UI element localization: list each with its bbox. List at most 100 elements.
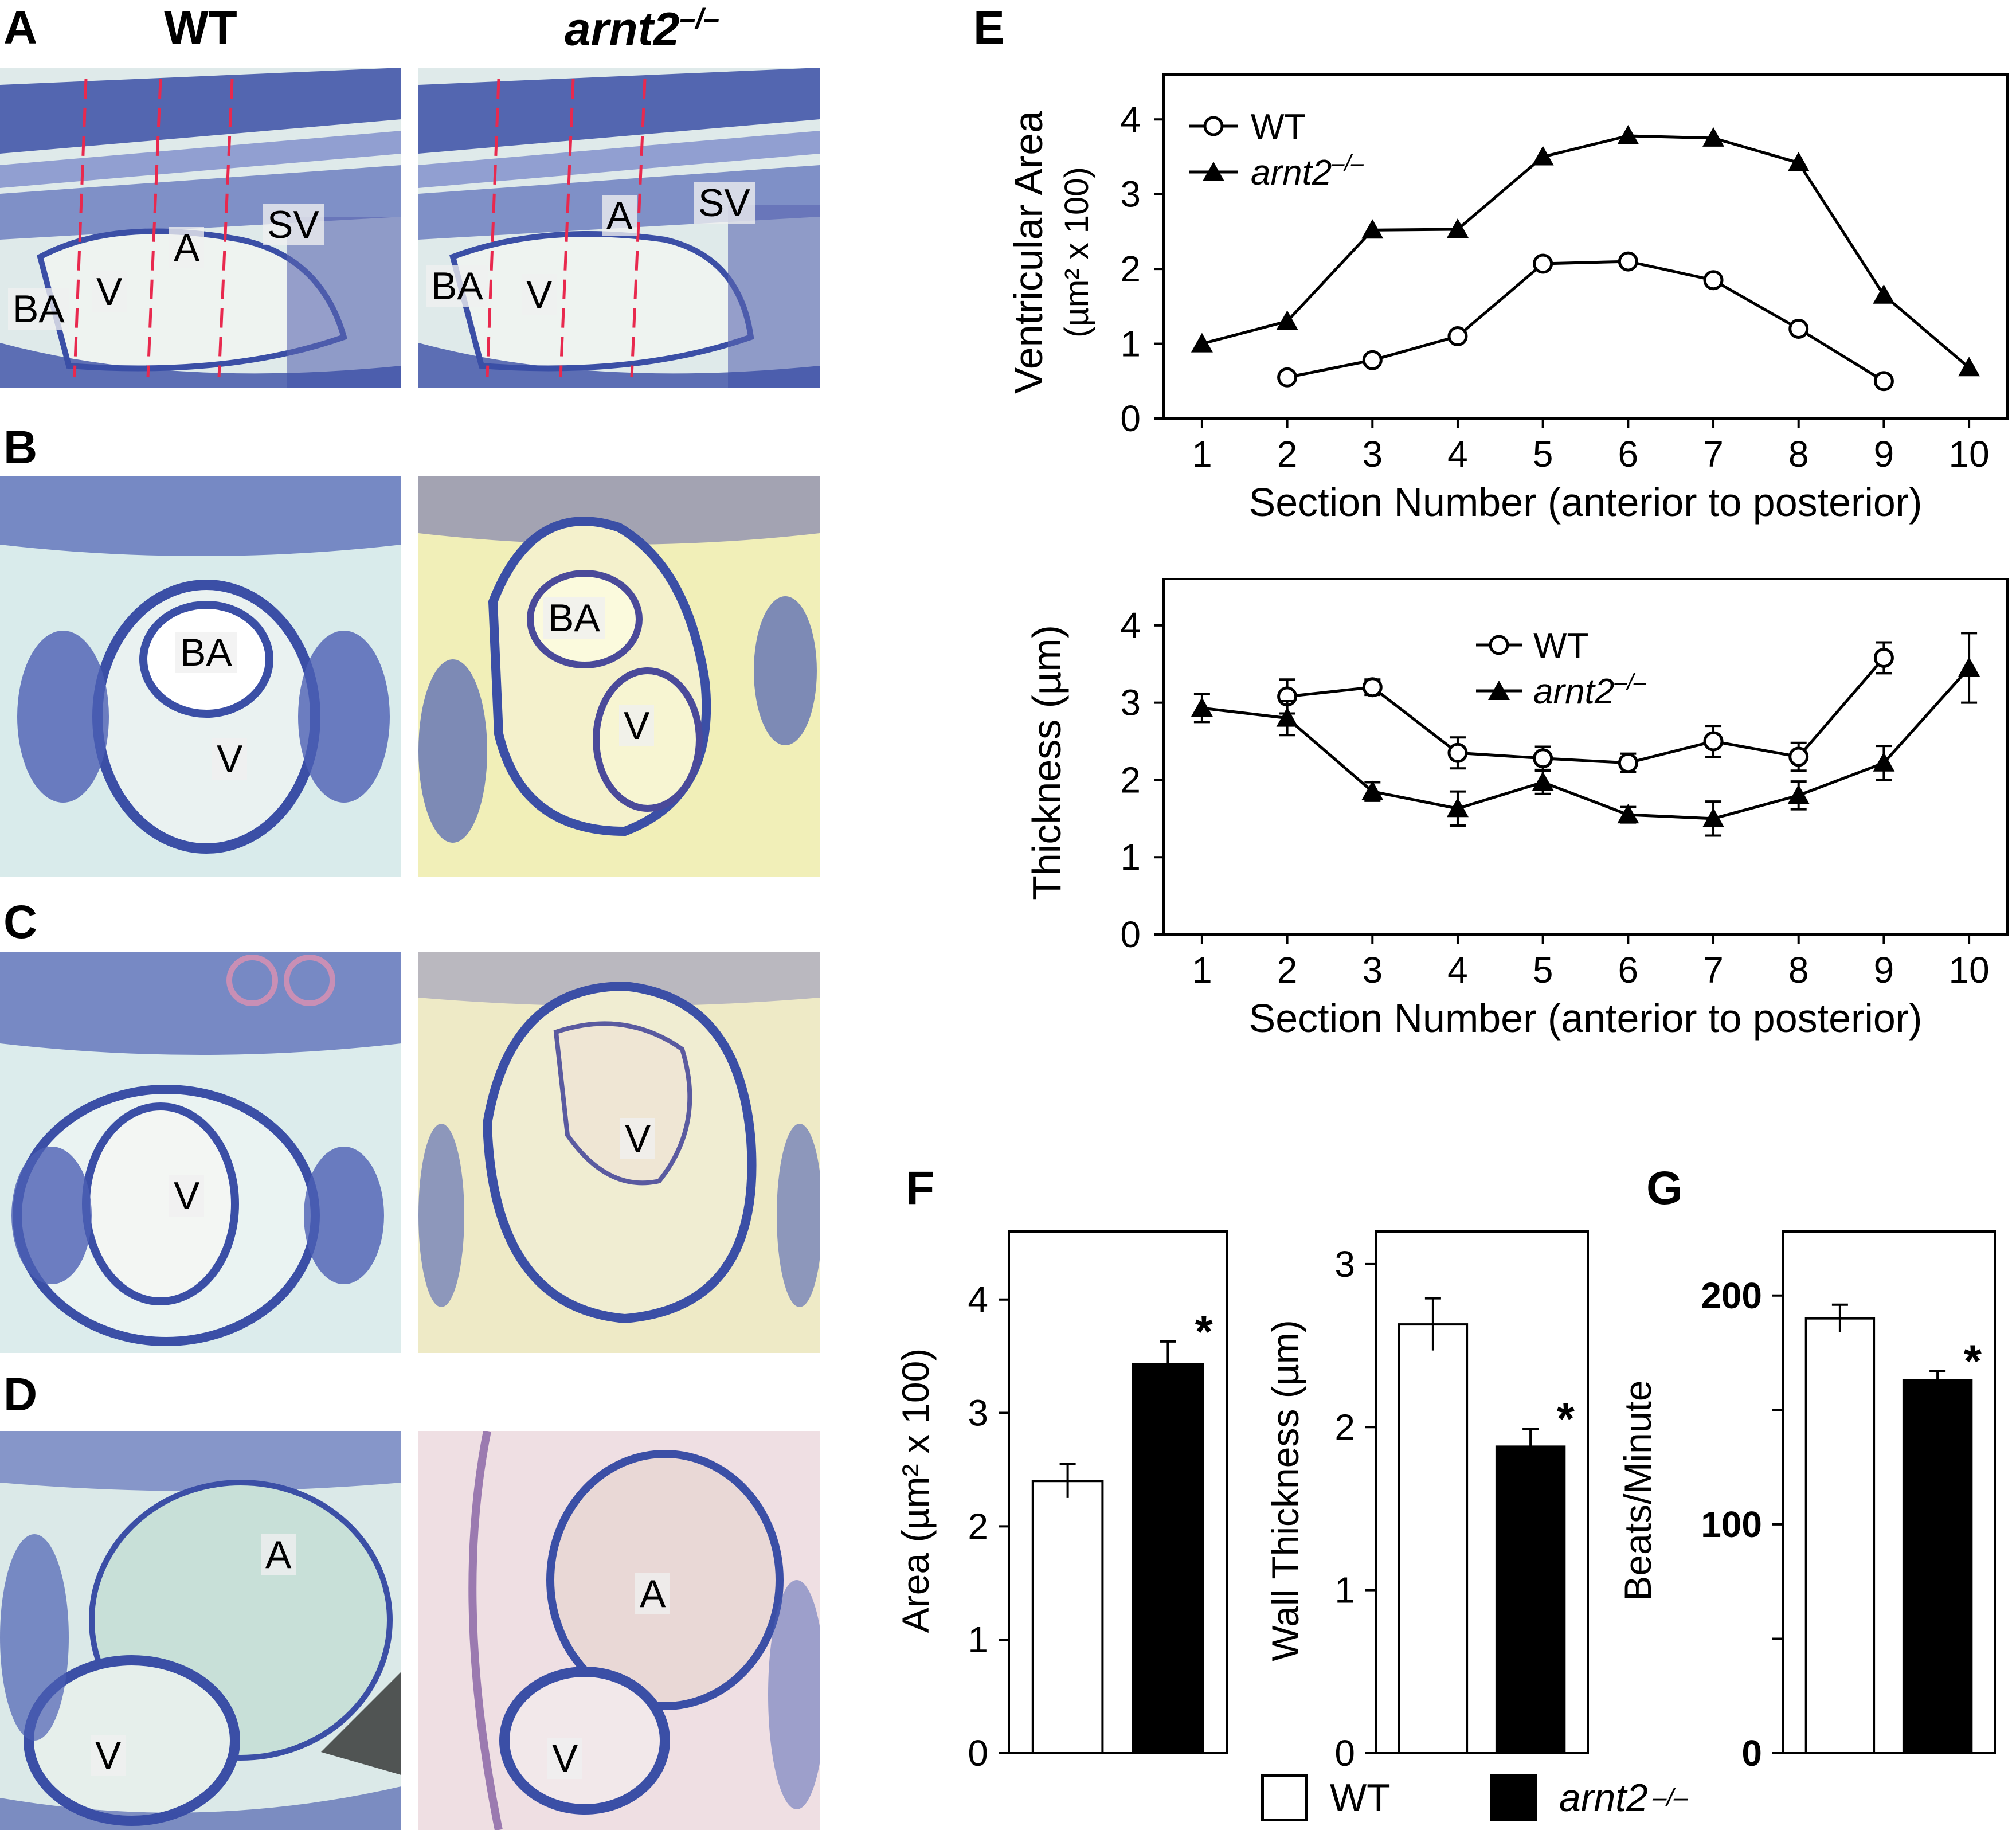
x-tick-label: 1 bbox=[1192, 949, 1212, 991]
y-axis-label: Wall Thickness (µm) bbox=[1264, 1320, 1306, 1661]
data-point-wt bbox=[1618, 753, 1638, 773]
micrograph-d-mutant: A V bbox=[418, 1431, 820, 1830]
bar-legend-mutant-swatch bbox=[1490, 1774, 1537, 1821]
column-header-wt: WT bbox=[164, 2, 237, 54]
significance-asterisk: * bbox=[1964, 1335, 1982, 1386]
y-tick-label: 2 bbox=[1120, 248, 1141, 290]
data-point-wt bbox=[1618, 251, 1638, 272]
y-axis-units: (µm² x 100) bbox=[1058, 167, 1095, 338]
micro-a-mut-label-ba: BA bbox=[426, 265, 488, 307]
series-line-wt bbox=[1287, 260, 1885, 382]
data-point-mutant bbox=[1617, 124, 1639, 144]
panel-label-d: D bbox=[3, 1368, 38, 1421]
x-tick-label: 8 bbox=[1788, 433, 1809, 475]
micrograph-b-mutant: BA V bbox=[418, 476, 820, 877]
data-point-mutant bbox=[1702, 807, 1725, 827]
data-point-mutant bbox=[1361, 780, 1384, 800]
x-tick-label: 7 bbox=[1703, 949, 1724, 991]
data-point-wt bbox=[1873, 371, 1894, 392]
y-tick-label: 0 bbox=[1120, 914, 1141, 955]
y-tick-label: 100 bbox=[1701, 1504, 1762, 1545]
data-point-mutant bbox=[1191, 333, 1213, 353]
legend: WT arnt2–/– bbox=[1476, 626, 1647, 711]
data-point-mutant bbox=[1787, 151, 1810, 171]
legend-mutant-sup: –/– bbox=[1331, 151, 1364, 176]
data-point-mutant bbox=[1873, 284, 1895, 304]
series-line-mutant bbox=[1201, 134, 1970, 369]
x-tick-label: 6 bbox=[1618, 949, 1639, 991]
legend: WT arnt2–/– bbox=[1189, 107, 1364, 193]
data-point-wt bbox=[1362, 350, 1383, 370]
data-point-mutant bbox=[1532, 771, 1554, 791]
data-point-mutant bbox=[1958, 657, 1980, 677]
x-tick-label: 1 bbox=[1192, 433, 1212, 475]
data-point-wt bbox=[1447, 742, 1468, 763]
chart-thickness: 0 1 2 3 4 1 2 3 4 5 6 7 8 9 10 Thickness (µm) Section … bbox=[1024, 578, 2009, 1041]
y-tick-label: 1 bbox=[1120, 323, 1141, 365]
data-point-mutant bbox=[1532, 146, 1554, 166]
bar-wt bbox=[1031, 1480, 1104, 1754]
micrograph-a-wt: BA V A SV bbox=[0, 68, 401, 388]
panel-label-e: E bbox=[973, 2, 1005, 54]
data-point-mutant bbox=[1958, 357, 1980, 377]
data-point-wt bbox=[1533, 748, 1553, 769]
legend-mutant-marker bbox=[1488, 681, 1510, 700]
legend-wt-marker bbox=[1203, 116, 1224, 136]
x-tick-label: 10 bbox=[1948, 433, 1989, 475]
micro-a-wt-label-ba: BA bbox=[8, 288, 69, 330]
panel-label-f: F bbox=[906, 1162, 935, 1214]
y-tick-label: 4 bbox=[1120, 99, 1141, 140]
y-tick-label: 1 bbox=[968, 1619, 988, 1660]
significance-asterisk: * bbox=[1557, 1393, 1575, 1444]
micro-b-wt-label-ba: BA bbox=[175, 632, 237, 673]
y-tick-label: 4 bbox=[1120, 605, 1141, 646]
bar-legend-mutant-sup: –/– bbox=[1653, 1784, 1688, 1812]
x-tick-label: 3 bbox=[1362, 949, 1383, 991]
y-tick-label: 2 bbox=[1334, 1406, 1355, 1448]
bar-legend-wt: WT bbox=[1261, 1770, 1391, 1825]
micro-a-mut-label-sv: SV bbox=[694, 182, 755, 224]
legend-wt-marker bbox=[1489, 635, 1509, 655]
micro-a-mut-label-v: V bbox=[522, 274, 557, 315]
legend-mutant-sup: –/– bbox=[1614, 670, 1646, 695]
x-axis-label: Section Number (anterior to posterior) bbox=[1249, 480, 1923, 525]
data-point-mutant bbox=[1276, 310, 1298, 330]
chart-area-bar: 0 1 2 3 4 * Area (µm² x 100) bbox=[894, 1230, 1228, 1766]
x-tick-label: 6 bbox=[1618, 433, 1639, 475]
plot-frame bbox=[1162, 578, 2009, 936]
series-line-mutant bbox=[1201, 667, 1970, 820]
micro-a-wt-label-sv: SV bbox=[263, 204, 324, 245]
x-tick-label: 4 bbox=[1447, 433, 1468, 475]
panel-label-g: G bbox=[1646, 1162, 1683, 1214]
x-tick-label: 3 bbox=[1362, 433, 1383, 475]
series-line-wt bbox=[1287, 656, 1885, 765]
micro-c-mut-label-v: V bbox=[620, 1118, 656, 1159]
plot-frame bbox=[1162, 73, 2009, 420]
bar-mutant bbox=[1495, 1445, 1566, 1754]
y-axis-label: Thickness (µm) bbox=[1024, 625, 1069, 900]
legend-mutant-name: arnt2 bbox=[1533, 672, 1614, 711]
data-point-mutant bbox=[1361, 219, 1384, 239]
bar-legend: WT arnt2 –/– bbox=[1261, 1770, 1834, 1825]
y-tick-label: 3 bbox=[1334, 1244, 1355, 1285]
data-point-mutant bbox=[1873, 752, 1895, 772]
legend-wt-label: WT bbox=[1533, 626, 1588, 666]
chart-wall-thickness-bar: 0 1 2 3 * Wall Thickness (µm) bbox=[1264, 1230, 1589, 1766]
y-tick-label: 0 bbox=[1120, 398, 1141, 439]
data-point-wt bbox=[1703, 270, 1724, 291]
data-point-wt bbox=[1533, 253, 1553, 274]
column-header-mutant: arnt2–/– bbox=[499, 5, 785, 53]
panel-label-a: A bbox=[3, 2, 38, 54]
y-tick-label: 1 bbox=[1120, 836, 1141, 878]
micrograph-a-mutant: BA V A SV bbox=[418, 68, 820, 388]
y-tick-label: 2 bbox=[968, 1506, 988, 1547]
micrograph-d-wt: A V bbox=[0, 1431, 401, 1830]
legend-wt-label: WT bbox=[1251, 107, 1306, 147]
x-tick-label: 5 bbox=[1533, 433, 1553, 475]
panel-label-b: B bbox=[3, 421, 38, 474]
x-tick-label: 8 bbox=[1788, 949, 1809, 991]
legend-mutant-name: arnt2 bbox=[1251, 153, 1332, 193]
y-tick-label: 0 bbox=[1741, 1733, 1762, 1766]
micro-b-wt-label-v: V bbox=[212, 738, 248, 780]
y-axis-label: Beats/Minute bbox=[1616, 1380, 1659, 1601]
